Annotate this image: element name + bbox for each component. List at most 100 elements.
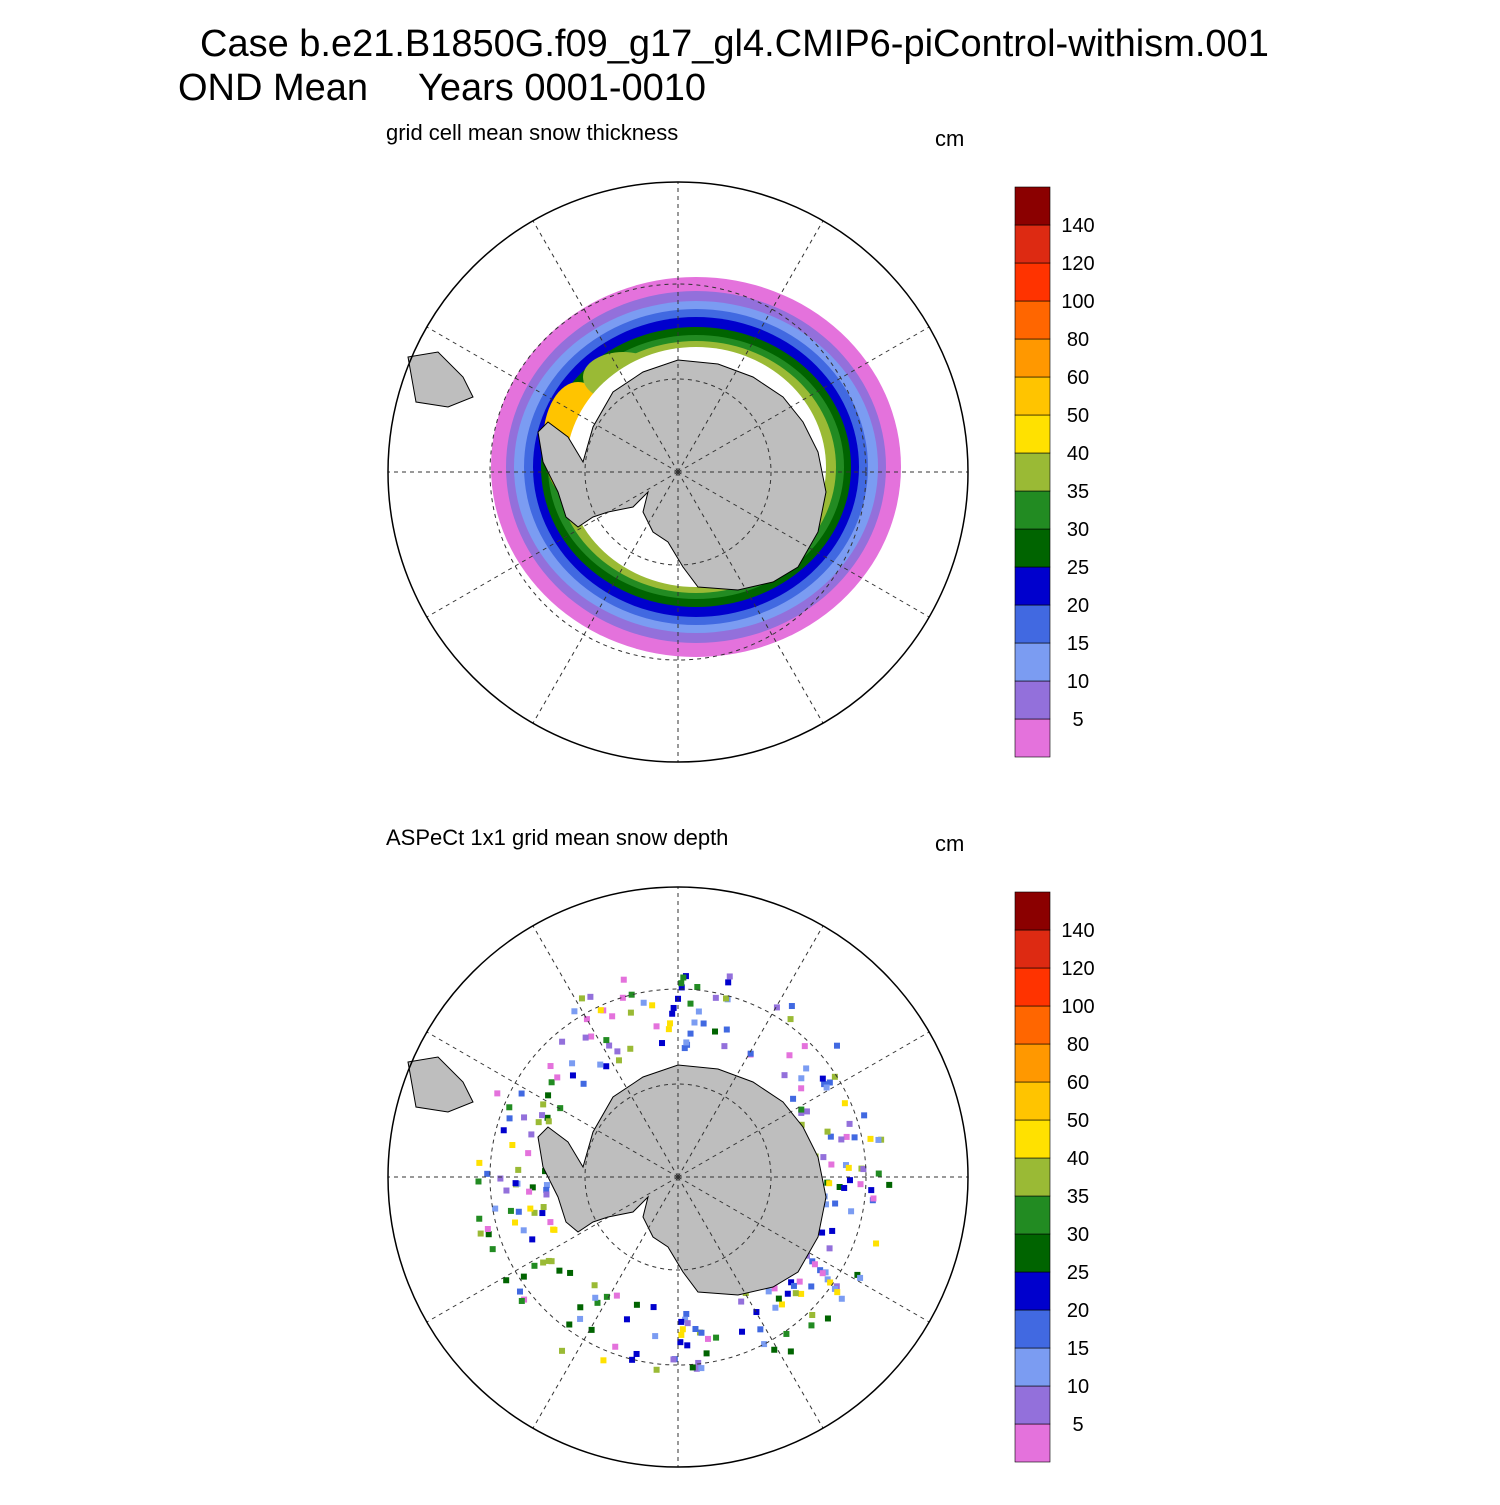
- observation-cell: [543, 1182, 550, 1189]
- meridian: [532, 1176, 679, 1429]
- colorbar-label: 30: [1067, 519, 1089, 541]
- observation-cell: [689, 1364, 696, 1371]
- colorbar-label: 5: [1072, 1414, 1083, 1436]
- colorbar-label: 25: [1067, 1262, 1089, 1284]
- observation-cell: [798, 1106, 805, 1113]
- observation-cell: [506, 1115, 513, 1122]
- observation-cell: [820, 1154, 827, 1161]
- observation-cell: [540, 1259, 547, 1266]
- observation-cell: [692, 1326, 699, 1333]
- colorbar-box: [1014, 929, 1051, 969]
- observation-cell: [783, 1330, 790, 1337]
- observation-cell: [489, 1246, 496, 1253]
- colorbar-label: 15: [1067, 633, 1089, 655]
- figure-season: OND Mean: [178, 67, 368, 109]
- colorbar-label: 30: [1067, 1224, 1089, 1246]
- observation-cell: [788, 1279, 795, 1286]
- observation-cell: [693, 1365, 700, 1372]
- observation-cell: [544, 1114, 551, 1121]
- observation-cell: [834, 1289, 841, 1296]
- observation-cell: [528, 1131, 535, 1138]
- colorbar-box: [1014, 891, 1051, 931]
- colorbar-label: 80: [1067, 1034, 1089, 1056]
- observation-cell: [765, 1288, 772, 1295]
- observation-cell: [500, 1127, 507, 1134]
- observation-cell: [503, 1277, 510, 1284]
- observation-cell: [578, 995, 585, 1002]
- observation-cell: [507, 1207, 514, 1214]
- colorbar-label: 60: [1067, 1072, 1089, 1094]
- observation-cell: [819, 1229, 826, 1236]
- observation-cell: [526, 1188, 533, 1195]
- colorbar-box: [1014, 566, 1051, 606]
- observation-cell: [545, 1257, 552, 1264]
- observation-cell: [828, 1161, 835, 1168]
- observation-cell: [868, 1187, 875, 1194]
- observation-cell: [811, 1261, 818, 1268]
- observation-cell: [683, 1039, 690, 1046]
- observation-cell: [787, 1016, 794, 1023]
- observation-cell: [827, 1133, 834, 1140]
- colorbar-box: [1014, 262, 1051, 302]
- colorbar-label: 140: [1061, 215, 1094, 237]
- observation-cell: [594, 1299, 601, 1306]
- latitude-circle: [584, 378, 772, 566]
- observation-cell: [613, 1292, 620, 1299]
- colorbar-label: 5: [1072, 709, 1083, 731]
- colorbar-box: [1014, 1385, 1051, 1425]
- observation-cell: [577, 1315, 584, 1322]
- meridian: [677, 1031, 930, 1178]
- observation-cell: [548, 1079, 555, 1086]
- observation-cell: [787, 1348, 794, 1355]
- panel-subtitle: grid cell mean snow thickness: [386, 120, 678, 145]
- observation-cell: [678, 984, 685, 991]
- observation-cell: [698, 1329, 705, 1336]
- observation-cell: [827, 1279, 834, 1286]
- observation-cell: [801, 1043, 808, 1050]
- observation-cell: [808, 1322, 815, 1329]
- observation-cell: [704, 1335, 711, 1342]
- observation-cell: [821, 1081, 828, 1088]
- units-label: cm: [935, 126, 964, 151]
- polar-map: [387, 181, 969, 763]
- observation-cell: [623, 1316, 630, 1323]
- colorbar-box: [1014, 604, 1051, 644]
- observation-cell: [653, 1366, 660, 1373]
- observation-cell: [678, 980, 685, 987]
- observation-cell: [860, 1166, 867, 1173]
- meridian: [532, 925, 679, 1178]
- observation-cell: [771, 1285, 778, 1292]
- colorbar-label: 10: [1067, 1376, 1089, 1398]
- observation-cell: [612, 1343, 619, 1350]
- meridian: [677, 1176, 824, 1429]
- observation-cell: [726, 973, 733, 980]
- observation-cell: [633, 1350, 640, 1357]
- meridian: [677, 471, 824, 724]
- observation-cell: [826, 1180, 833, 1187]
- observation-cell: [698, 1365, 705, 1372]
- observation-cell: [539, 1210, 546, 1217]
- observation-cell: [786, 1052, 793, 1059]
- observation-cell: [846, 1177, 853, 1184]
- observation-cell: [649, 1002, 656, 1009]
- observation-cell: [682, 1316, 689, 1323]
- observation-cell: [559, 1347, 566, 1354]
- observation-cell: [652, 1333, 659, 1340]
- observation-cell: [678, 1318, 685, 1325]
- observation-cell: [525, 1150, 532, 1157]
- observation-cell: [527, 1205, 534, 1212]
- observation-cell: [870, 1195, 877, 1202]
- colorbar-box: [1014, 186, 1051, 226]
- colorbar-label: 120: [1061, 958, 1094, 980]
- panel-subtitle: ASPeCt 1x1 grid mean snow depth: [386, 825, 728, 850]
- observation-cell: [683, 1310, 690, 1317]
- colorbar-label: 80: [1067, 329, 1089, 351]
- observation-cell: [832, 1200, 839, 1207]
- observation-cell: [566, 1321, 573, 1328]
- observation-cell: [556, 1267, 563, 1274]
- colorbar-box: [1014, 338, 1051, 378]
- observation-cell: [723, 1026, 730, 1033]
- observation-cell: [591, 1282, 598, 1289]
- observation-cell: [580, 1080, 587, 1087]
